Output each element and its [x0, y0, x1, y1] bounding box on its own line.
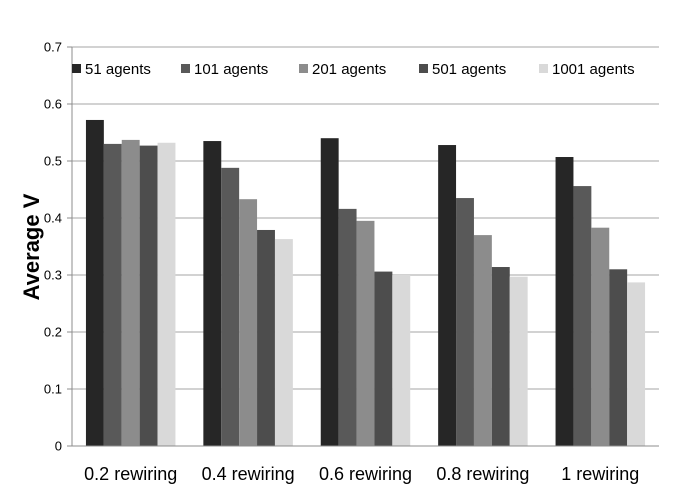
legend-swatch — [72, 64, 81, 73]
legend-label: 501 agents — [432, 61, 506, 78]
bar-501-agents-0.8-rewiring — [491, 267, 510, 446]
bar-201-agents-0.8-rewiring — [473, 235, 492, 446]
bar-501-agents-1-rewiring — [609, 269, 628, 446]
bar-501-agents-0.6-rewiring — [374, 271, 393, 446]
y-tick-label: 0.5 — [44, 154, 62, 169]
bar-51-agents-0.6-rewiring — [320, 138, 339, 446]
bar-201-agents-0.6-rewiring — [356, 220, 375, 446]
bar-1001-agents-0.6-rewiring — [392, 275, 411, 446]
bar-51-agents-0.2-rewiring — [85, 119, 104, 447]
y-tick-label: 0.6 — [44, 97, 62, 112]
y-tick-label: 0.7 — [44, 40, 62, 55]
bar-1001-agents-0.4-rewiring — [274, 239, 293, 446]
bar-1001-agents-1-rewiring — [627, 282, 646, 446]
bars — [85, 119, 646, 447]
y-tick-label: 0.4 — [44, 211, 62, 226]
x-category-label: 1 rewiring — [561, 464, 639, 484]
legend-swatch — [299, 64, 308, 73]
y-tick-label: 0.2 — [44, 325, 62, 340]
bar-51-agents-0.8-rewiring — [438, 145, 457, 447]
bar-201-agents-1-rewiring — [591, 227, 610, 446]
bar-101-agents-0.8-rewiring — [456, 198, 474, 446]
bar-501-agents-0.4-rewiring — [257, 229, 275, 446]
legend-label: 201 agents — [312, 61, 386, 78]
legend-swatch — [539, 64, 548, 73]
legend-label: 51 agents — [85, 61, 151, 78]
legend: 51 agents 101 agents 201 agents 501 agents 1… — [72, 61, 635, 78]
bar-101-agents-0.2-rewiring — [103, 143, 122, 446]
legend-label: 1001 agents — [552, 61, 635, 78]
legend-swatch — [181, 64, 190, 73]
legend-swatch — [419, 64, 428, 73]
bar-101-agents-0.4-rewiring — [221, 167, 240, 446]
bar-101-agents-0.6-rewiring — [338, 208, 357, 446]
y-axis-title: Average V — [19, 193, 44, 300]
bar-51-agents-1-rewiring — [555, 157, 574, 446]
bar-201-agents-0.2-rewiring — [121, 139, 140, 446]
legend-label: 101 agents — [194, 61, 268, 78]
bar-501-agents-0.2-rewiring — [139, 145, 158, 447]
bar-51-agents-0.4-rewiring — [203, 141, 222, 447]
bar-201-agents-0.4-rewiring — [239, 199, 258, 446]
x-category-label: 0.4 rewiring — [202, 464, 295, 484]
bar-1001-agents-0.2-rewiring — [157, 142, 176, 446]
x-category-label: 0.8 rewiring — [436, 464, 529, 484]
axes — [71, 47, 659, 447]
bar-101-agents-1-rewiring — [573, 186, 592, 446]
x-category-label: 0.2 rewiring — [84, 464, 177, 484]
x-axis-labels: 0.2 rewiring 0.4 rewiring 0.6 rewiring 0.8 … — [84, 464, 639, 484]
y-tick-label: 0.1 — [44, 382, 62, 397]
bar-1001-agents-0.8-rewiring — [509, 276, 528, 446]
y-tick-label: 0 — [55, 439, 62, 454]
y-tick-label: 0.3 — [44, 268, 62, 283]
x-category-label: 0.6 rewiring — [319, 464, 412, 484]
y-axis-ticks: 0 0.1 0.2 0.3 0.4 0.5 0.6 0.7 — [44, 40, 72, 454]
